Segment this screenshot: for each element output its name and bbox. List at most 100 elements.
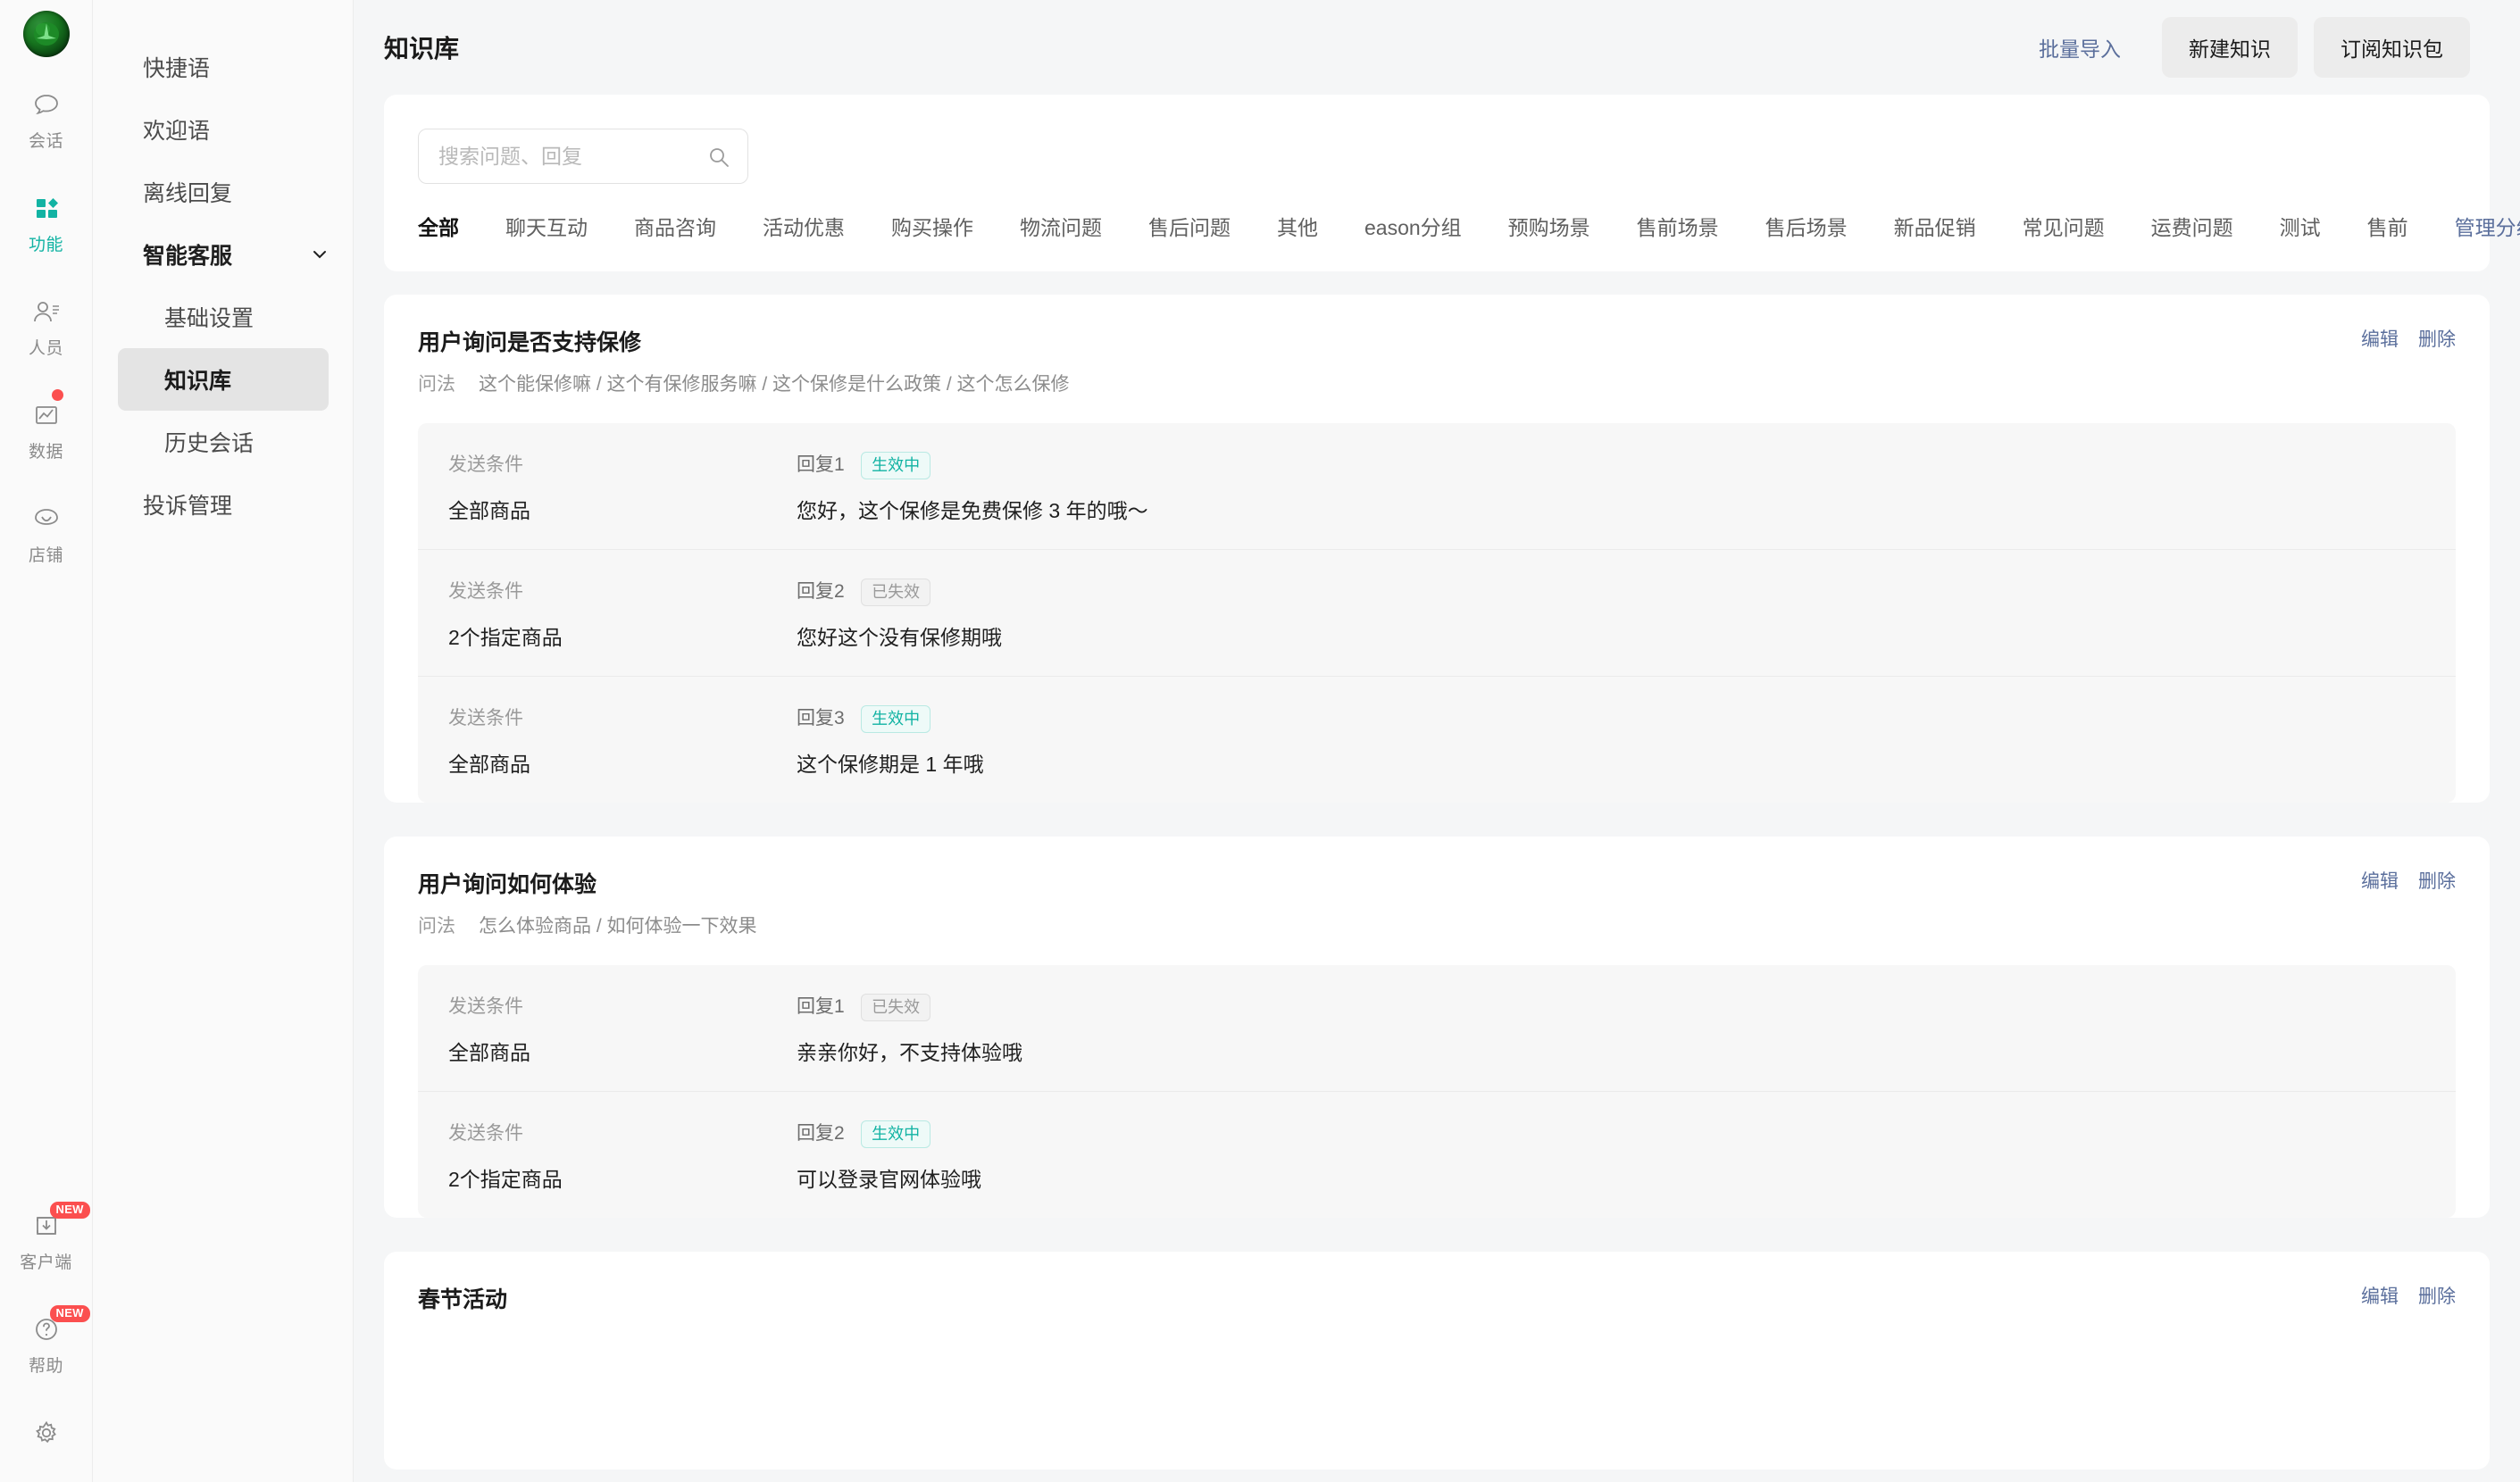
tab-faq[interactable]: 常见问题 (2022, 216, 2105, 239)
tab-test[interactable]: 测试 (2279, 216, 2321, 239)
download-icon (31, 1211, 62, 1241)
status-badge: 生效中 (861, 1120, 931, 1148)
tab-after-sales[interactable]: 售后问题 (1148, 216, 1231, 239)
batch-import-link[interactable]: 批量导入 (2039, 37, 2121, 61)
subscribe-package-button[interactable]: 订阅知识包 (2314, 17, 2470, 78)
edit-link[interactable]: 编辑 (2361, 329, 2399, 350)
reply-text: 您好这个没有保修期哦 (797, 626, 1002, 649)
page-header: 知识库 批量导入 新建知识 订阅知识包 (354, 0, 2520, 95)
condition-header-label: 发送条件 (448, 708, 523, 729)
knowledge-actions: 编辑 删除 (2361, 325, 2456, 352)
rail-item-data[interactable]: 数据 (0, 387, 93, 471)
condition-value-cell: 全部商品 (448, 747, 797, 778)
condition-value-cell: 全部商品 (448, 494, 797, 524)
sidebar-group-smart-service[interactable]: 智能客服 (93, 223, 353, 286)
reply-text: 可以登录官网体验哦 (797, 1168, 981, 1191)
page-title: 知识库 (384, 35, 460, 62)
condition-value: 2个指定商品 (448, 1168, 563, 1191)
condition-header-label: 发送条件 (448, 996, 523, 1017)
tab-eason-group[interactable]: eason分组 (1364, 216, 1462, 239)
question-variants: 这个能保修嘛 / 这个有保修服务嘛 / 这个保修是什么政策 / 这个怎么保修 (479, 374, 1070, 395)
group-tabs: 全部 聊天互动 商品咨询 活动优惠 购买操作 物流问题 售后问题 其他 easo… (418, 184, 2520, 271)
question-label: 问法 (418, 916, 455, 937)
reply-row: 发送条件 回复3 生效中 全部商品 这个 (418, 676, 2456, 803)
tab-logistics[interactable]: 物流问题 (1020, 216, 1102, 239)
reply-text-cell: 这个保修期是 1 年哦 (797, 747, 984, 778)
search-icon[interactable] (707, 146, 730, 169)
question-label: 问法 (418, 374, 455, 395)
secondary-sidebar: 快捷语 欢迎语 离线回复 智能客服 基础设置 知识库 历史会话 投诉管理 (93, 0, 354, 1482)
tab-chat-interaction[interactable]: 聊天互动 (505, 216, 588, 239)
rail-item-help[interactable]: NEW 帮助 (0, 1302, 93, 1386)
condition-value: 全部商品 (448, 499, 530, 522)
sidebar-item-basic-settings[interactable]: 基础设置 (93, 286, 353, 348)
condition-value: 全部商品 (448, 1041, 530, 1064)
gear-icon (31, 1418, 62, 1448)
reply-meta: 回复2 已失效 (797, 577, 931, 606)
reply-text: 亲亲你好，不支持体验哦 (797, 1041, 1022, 1064)
sidebar-item-history[interactable]: 历史会话 (93, 411, 353, 473)
reply-index: 回复1 (797, 996, 845, 1017)
knowledge-title: 春节活动 (418, 1287, 508, 1312)
tab-all[interactable]: 全部 (418, 216, 459, 239)
condition-column-header: 发送条件 (448, 577, 797, 604)
reply-index: 回复2 (797, 581, 845, 602)
search-input[interactable] (418, 129, 748, 184)
tab-purchase-ops[interactable]: 购买操作 (891, 216, 973, 239)
condition-column-header: 发送条件 (448, 450, 797, 477)
tab-promotions[interactable]: 活动优惠 (763, 216, 845, 239)
reply-meta: 回复1 已失效 (797, 992, 931, 1021)
tab-shipping-fee[interactable]: 运费问题 (2150, 216, 2233, 239)
reply-list: 发送条件 回复1 已失效 全部商品 亲亲 (418, 965, 2456, 1218)
new-knowledge-button[interactable]: 新建知识 (2162, 17, 2298, 78)
chevron-down-icon[interactable] (310, 245, 330, 264)
question-variants-row: 问法 这个能保修嘛 / 这个有保修服务嘛 / 这个保修是什么政策 / 这个怎么保… (384, 357, 2490, 396)
sidebar-item-complaints[interactable]: 投诉管理 (93, 473, 353, 536)
reply-value-line: 全部商品 亲亲你好，不支持体验哦 (448, 1036, 2425, 1066)
tab-aftersale-scene[interactable]: 售后场景 (1765, 216, 1848, 239)
tab-product-inquiry[interactable]: 商品咨询 (634, 216, 716, 239)
sidebar-item-welcome[interactable]: 欢迎语 (93, 98, 353, 161)
status-badge: 生效中 (861, 705, 931, 733)
manage-groups-link[interactable]: 管理分组 (2454, 216, 2520, 239)
rail-item-settings[interactable] (0, 1405, 93, 1457)
new-badge: NEW (49, 1305, 90, 1323)
condition-column-header: 发送条件 (448, 992, 797, 1019)
tab-other[interactable]: 其他 (1277, 216, 1318, 239)
delete-link[interactable]: 删除 (2418, 1286, 2456, 1307)
rail-item-client[interactable]: NEW 客户端 (0, 1198, 93, 1282)
condition-value: 全部商品 (448, 753, 530, 776)
sidebar-item-label: 知识库 (164, 369, 232, 394)
delete-link[interactable]: 删除 (2418, 329, 2456, 350)
edit-link[interactable]: 编辑 (2361, 1286, 2399, 1307)
reply-meta: 回复1 生效中 (797, 450, 931, 479)
rail-item-sessions[interactable]: 会话 (0, 77, 93, 161)
sidebar-item-knowledge-base[interactable]: 知识库 (118, 348, 329, 411)
reply-row: 发送条件 回复1 已失效 全部商品 亲亲 (418, 965, 2456, 1091)
knowledge-title: 用户询问如何体验 (418, 872, 597, 897)
sidebar-item-offline-reply[interactable]: 离线回复 (93, 161, 353, 223)
rail-item-label: 店铺 (28, 546, 63, 565)
delete-link[interactable]: 删除 (2418, 871, 2456, 892)
reply-value-line: 全部商品 这个保修期是 1 年哦 (448, 747, 2425, 778)
reply-index: 回复2 (797, 1123, 845, 1144)
rail-item-features[interactable]: 功能 (0, 180, 93, 264)
rail-item-shop[interactable]: 店铺 (0, 491, 93, 575)
tab-presale[interactable]: 售前 (2366, 216, 2408, 239)
tab-presale-scene[interactable]: 售前场景 (1636, 216, 1719, 239)
tab-preorder-scene[interactable]: 预购场景 (1507, 216, 1590, 239)
rail-item-label: 帮助 (28, 1357, 63, 1376)
tab-new-product-promo[interactable]: 新品促销 (1893, 216, 1976, 239)
app-logo (22, 11, 70, 57)
condition-value-cell: 全部商品 (448, 1036, 797, 1066)
reply-index: 回复1 (797, 454, 845, 475)
edit-link[interactable]: 编辑 (2361, 871, 2399, 892)
condition-header-label: 发送条件 (448, 1123, 523, 1144)
knowledge-actions: 编辑 删除 (2361, 1282, 2456, 1309)
status-badge: 已失效 (861, 994, 931, 1021)
filter-card: 全部 聊天互动 商品咨询 活动优惠 购买操作 物流问题 售后问题 其他 easo… (384, 95, 2520, 271)
content-scroller[interactable]: 全部 聊天互动 商品咨询 活动优惠 购买操作 物流问题 售后问题 其他 easo… (354, 95, 2520, 1470)
sidebar-item-label: 基础设置 (164, 306, 255, 331)
sidebar-item-quick-phrases[interactable]: 快捷语 (93, 36, 353, 98)
rail-item-staff[interactable]: 人员 (0, 284, 93, 368)
